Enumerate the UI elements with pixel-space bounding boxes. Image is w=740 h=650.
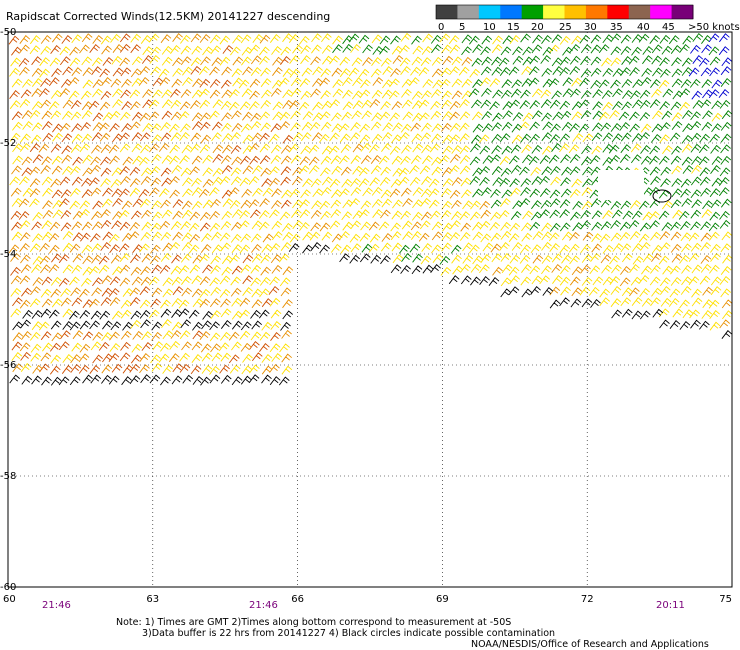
legend-label: 30 [584, 22, 597, 33]
legend-swatch [436, 5, 458, 19]
legend: 0 5 10 15 20 25 30 35 40 45 >50 knots [435, 4, 740, 33]
wind-barb-group [8, 33, 733, 375]
note-line-2: 3)Data buffer is 22 hrs from 20141227 4)… [142, 628, 555, 639]
plot-frame [7, 31, 733, 588]
longitude-label: 69 [436, 594, 449, 605]
legend-label: 15 [507, 22, 520, 33]
legend-label: 45 [662, 22, 675, 33]
time-label-3: 20:11 [656, 600, 685, 611]
latitude-label: -50 [0, 27, 16, 38]
longitude-label: 72 [581, 594, 594, 605]
data-gap [598, 170, 644, 200]
legend-label: 20 [531, 22, 544, 33]
longitude-label: 75 [719, 594, 732, 605]
legend-labels: 0 5 10 15 20 25 30 35 40 45 >50 knots [438, 22, 740, 33]
legend-label: 40 [637, 22, 650, 33]
latitude-label: -52 [0, 138, 16, 149]
latitude-label: -56 [0, 360, 16, 371]
legend-swatch [521, 5, 544, 19]
note-line-1: Note: 1) Times are GMT 2)Times along bot… [116, 617, 511, 628]
legend-label: 35 [610, 22, 623, 33]
longitude-label: 63 [146, 594, 159, 605]
latitude-label: -58 [0, 471, 16, 482]
latitude-labels: -50 -52 -54 -56 -58 -60 [0, 27, 16, 593]
legend-swatch [585, 5, 608, 19]
legend-label: 10 [483, 22, 496, 33]
longitude-label: 66 [291, 594, 304, 605]
legend-swatch [500, 5, 523, 19]
credit-line: NOAA/NESDIS/Office of Research and Appli… [471, 639, 709, 650]
wind-barb-group [9, 242, 733, 386]
latitude-label: -54 [0, 249, 16, 260]
wind-barbs [8, 32, 733, 386]
time-label-1: 21:46 [42, 600, 71, 611]
latitude-label: -60 [0, 582, 16, 593]
legend-label: 0 [438, 22, 444, 33]
legend-swatch [478, 5, 501, 19]
wind-barb-group [9, 32, 733, 375]
wind-barb-group [8, 33, 294, 375]
legend-color-bar [435, 4, 694, 20]
legend-swatch [607, 5, 630, 19]
wind-barb-group [688, 33, 733, 100]
legend-swatch [650, 5, 673, 19]
legend-swatch [543, 5, 565, 19]
legend-swatch [671, 5, 694, 19]
time-label-2: 21:46 [249, 600, 278, 611]
longitude-labels: 60 63 66 69 72 75 [3, 594, 732, 605]
legend-swatch [564, 5, 587, 19]
chart-title: Rapidscat Corrected Winds(12.5KM) 201412… [6, 10, 330, 23]
legend-label: 5 [459, 22, 465, 33]
legend-label: 25 [559, 22, 572, 33]
contamination-circle [652, 189, 672, 203]
legend-swatch [457, 5, 480, 19]
legend-swatch [628, 5, 651, 19]
legend-label: >50 knots [688, 22, 740, 33]
longitude-label: 60 [3, 594, 16, 605]
